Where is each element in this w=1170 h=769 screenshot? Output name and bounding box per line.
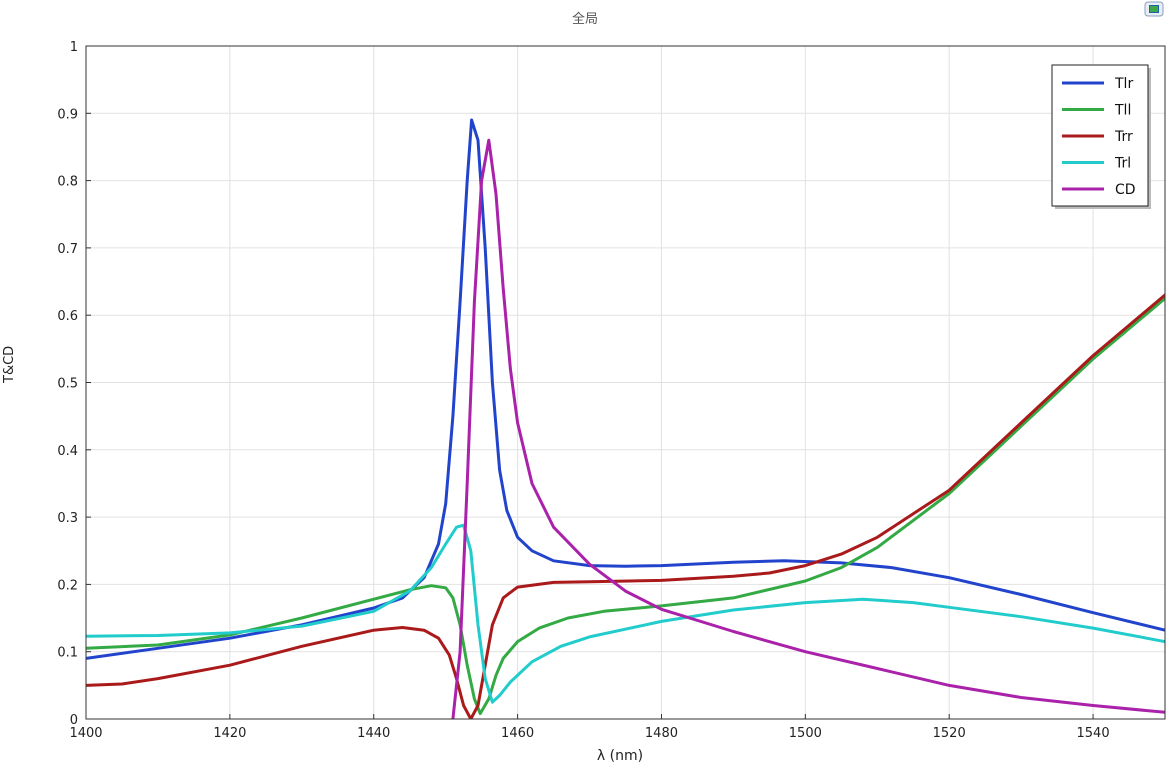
x-tick-label: 1480 <box>645 726 678 741</box>
y-tick-label: 0.2 <box>57 578 78 593</box>
x-tick-label: 1420 <box>213 726 246 741</box>
tick-labels: 1400 1420 1440 1460 1480 1500 1520 1540 0 0.1 0.2 0… <box>57 40 1109 741</box>
legend-label-cd: CD <box>1115 182 1136 198</box>
series-lines <box>86 118 1165 719</box>
series-line-tll <box>86 296 1165 716</box>
legend-label-trr: Trr <box>1114 129 1133 145</box>
x-tick-label: 1460 <box>501 726 534 741</box>
x-tick-label: 1520 <box>933 726 966 741</box>
x-axis-label: λ (nm) <box>596 748 644 764</box>
series-line-cd <box>451 138 1165 719</box>
series-line-tlr <box>86 118 1165 660</box>
legend-label-tll: Tll <box>1114 103 1131 119</box>
series-line-trl <box>86 523 1165 704</box>
legend: Tlr Tll Trr Trl CD <box>1051 64 1151 209</box>
y-tick-label: 0.7 <box>57 242 78 257</box>
x-tick-label: 1540 <box>1077 726 1110 741</box>
y-tick-label: 0.9 <box>57 107 78 122</box>
x-tick-label: 1440 <box>357 726 390 741</box>
x-tick-label: 1500 <box>789 726 822 741</box>
x-tick-label: 1400 <box>69 726 102 741</box>
y-tick-label: 0.4 <box>57 444 78 459</box>
legend-label-tlr: Tlr <box>1114 76 1133 92</box>
legend-label-trl: Trl <box>1114 156 1131 172</box>
gridlines <box>85 45 1165 720</box>
chart-title: 全局 <box>571 12 598 27</box>
y-tick-label: 1 <box>70 40 78 55</box>
y-tick-label: 0.3 <box>57 511 78 526</box>
image-snapshot-icon[interactable] <box>1144 1 1164 17</box>
y-tick-label: 0.6 <box>57 309 78 324</box>
y-tick-label: 0.8 <box>57 175 78 190</box>
y-tick-label: 0 <box>70 713 78 728</box>
y-tick-label: 0.5 <box>57 377 78 392</box>
series-line-trr <box>86 293 1165 719</box>
y-tick-label: 0.1 <box>57 646 78 661</box>
